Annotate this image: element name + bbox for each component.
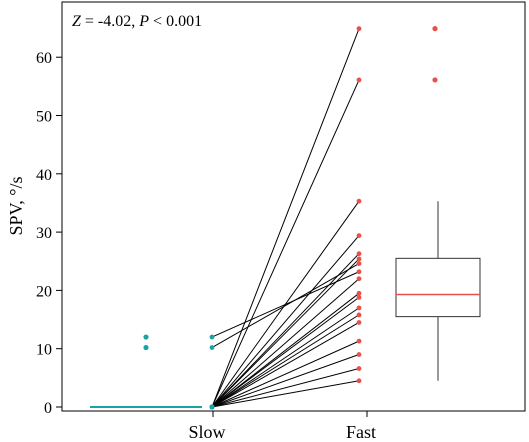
y-tick-label: 0 bbox=[44, 400, 52, 417]
slow-point bbox=[209, 404, 215, 410]
pair-line bbox=[211, 340, 360, 408]
pair-line bbox=[211, 354, 360, 408]
fast-point bbox=[356, 320, 362, 325]
fast-point bbox=[356, 26, 362, 32]
fast-point bbox=[356, 77, 362, 83]
y-tick-label: 60 bbox=[36, 50, 52, 67]
pair-line bbox=[211, 278, 360, 408]
slow-outlier-point bbox=[143, 334, 149, 340]
fast-point bbox=[356, 290, 362, 296]
y-axis-label: SPV, °/s bbox=[6, 177, 26, 236]
pair-line bbox=[211, 263, 360, 348]
pair-line bbox=[211, 258, 360, 408]
pair-line bbox=[211, 322, 360, 408]
fast-point bbox=[356, 352, 362, 357]
p-label: P bbox=[138, 13, 149, 30]
pair-line bbox=[211, 79, 360, 408]
pair-line bbox=[211, 271, 360, 338]
fast-point bbox=[356, 233, 362, 238]
fast-point bbox=[356, 312, 362, 318]
pair-line bbox=[211, 296, 360, 408]
pair-line bbox=[211, 314, 360, 408]
y-tick-label: 10 bbox=[36, 342, 52, 359]
pair-line bbox=[211, 307, 360, 408]
fast-point bbox=[356, 256, 362, 262]
x-tick-label: Fast bbox=[346, 422, 376, 442]
x-axis: Slow Fast bbox=[188, 411, 376, 442]
fast-point bbox=[356, 276, 362, 282]
x-tick-label: Slow bbox=[188, 422, 225, 442]
pair-line bbox=[211, 380, 360, 408]
stats-annotation: Z = -4.02, P < 0.001 bbox=[72, 13, 202, 30]
slow-group bbox=[90, 334, 215, 410]
fast-point bbox=[356, 305, 362, 311]
pair-line bbox=[211, 368, 360, 408]
fast-outlier-point bbox=[432, 26, 438, 32]
fast-point bbox=[356, 338, 362, 344]
fast-point bbox=[356, 294, 362, 300]
fast-point bbox=[356, 251, 362, 257]
z-label: Z bbox=[72, 13, 82, 30]
fast-point bbox=[356, 366, 362, 371]
y-axis: 0 10 20 30 40 50 60 bbox=[36, 50, 62, 417]
y-tick-label: 50 bbox=[36, 109, 52, 126]
fast-point bbox=[356, 198, 362, 204]
fast-outlier-point bbox=[432, 77, 438, 83]
pair-lines bbox=[211, 28, 360, 408]
fast-point bbox=[356, 378, 362, 384]
slow-point bbox=[209, 334, 215, 340]
slow-outlier-point bbox=[143, 344, 149, 351]
pair-line bbox=[211, 253, 360, 408]
p-value: < 0.001 bbox=[149, 13, 202, 30]
y-tick-label: 20 bbox=[36, 283, 52, 300]
plot-frame bbox=[61, 1, 526, 412]
pair-line bbox=[211, 292, 360, 408]
y-tick-label: 40 bbox=[36, 167, 52, 184]
fast-point bbox=[356, 261, 362, 266]
y-tick-label: 30 bbox=[36, 225, 52, 242]
fast-boxplot bbox=[395, 26, 481, 381]
fast-points bbox=[356, 26, 362, 384]
fast-point bbox=[356, 269, 362, 275]
slow-point bbox=[209, 345, 215, 350]
fast-box bbox=[395, 257, 481, 318]
pair-line bbox=[211, 28, 360, 408]
pair-line bbox=[211, 235, 360, 408]
z-value: = -4.02, bbox=[81, 13, 139, 30]
